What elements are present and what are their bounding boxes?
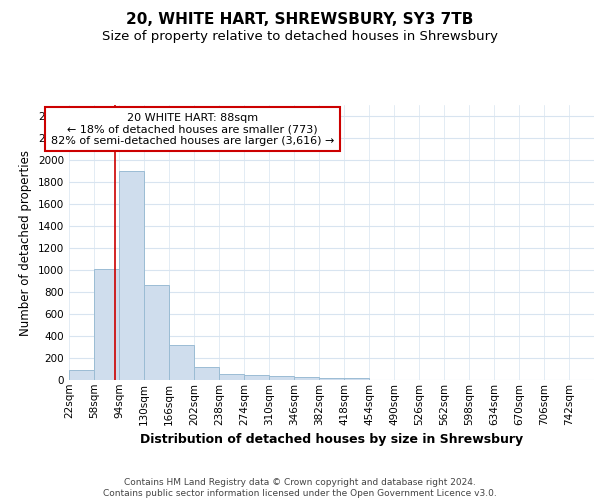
Bar	[69, 370, 94, 380]
Bar	[169, 345, 194, 380]
Bar	[269, 376, 294, 380]
Text: Contains HM Land Registry data © Crown copyright and database right 2024.
Contai: Contains HM Land Registry data © Crown c…	[103, 478, 497, 498]
Text: 20, WHITE HART, SHREWSBURY, SY3 7TB: 20, WHITE HART, SHREWSBURY, SY3 7TB	[127, 12, 473, 28]
X-axis label: Distribution of detached houses by size in Shrewsbury: Distribution of detached houses by size …	[140, 433, 523, 446]
Text: Size of property relative to detached houses in Shrewsbury: Size of property relative to detached ho…	[102, 30, 498, 43]
Y-axis label: Number of detached properties: Number of detached properties	[19, 150, 32, 336]
Text: 20 WHITE HART: 88sqm
← 18% of detached houses are smaller (773)
82% of semi-deta: 20 WHITE HART: 88sqm ← 18% of detached h…	[51, 112, 334, 146]
Bar	[194, 368, 219, 380]
Bar	[119, 171, 144, 380]
Bar	[244, 374, 269, 380]
Bar	[144, 286, 169, 380]
Bar	[344, 378, 369, 380]
Bar	[294, 377, 319, 380]
Bar	[319, 378, 344, 380]
Bar	[219, 374, 244, 380]
Bar	[94, 269, 119, 380]
